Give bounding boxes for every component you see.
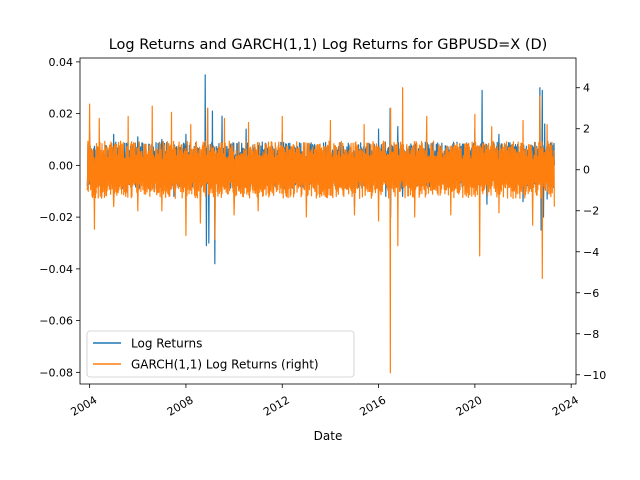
legend-label-log-returns: Log Returns <box>131 337 202 351</box>
y2-tick-label: 4 <box>583 82 590 95</box>
series-line-garch <box>86 87 555 374</box>
chart-title: Log Returns and GARCH(1,1) Log Returns f… <box>109 37 548 53</box>
y2-tick-label: −8 <box>583 328 599 341</box>
y-tick-label: 0.04 <box>49 56 74 69</box>
y-tick-label: −0.02 <box>39 211 73 224</box>
y-axis-left: 0.04 0.02 0.00 −0.02 −0.04 −0.06 −0.08 <box>39 56 80 379</box>
y2-tick-label: −6 <box>583 287 599 300</box>
y-tick-label: −0.08 <box>39 366 73 379</box>
y2-tick-label: −4 <box>583 246 599 259</box>
legend-frame <box>86 330 355 378</box>
y2-tick-label: 2 <box>583 123 590 136</box>
y-tick-label: 0.00 <box>49 159 74 172</box>
y-tick-label: 0.02 <box>49 108 74 121</box>
plot-area-frame <box>79 57 577 385</box>
x-axis-label: Date <box>314 429 343 443</box>
legend-label-garch: GARCH(1,1) Log Returns (right) <box>131 358 319 372</box>
y2-tick-label: −10 <box>583 369 606 382</box>
y2-tick-label: −2 <box>583 205 599 218</box>
y-tick-label: −0.04 <box>39 263 73 276</box>
legend: Log Returns GARCH(1,1) Log Returns (righ… <box>86 330 355 378</box>
y-tick-label: −0.06 <box>39 315 73 328</box>
y2-tick-label: 0 <box>583 164 590 177</box>
y-axis-right: 4 2 0 −2 −4 −6 −8 −10 <box>576 82 606 382</box>
